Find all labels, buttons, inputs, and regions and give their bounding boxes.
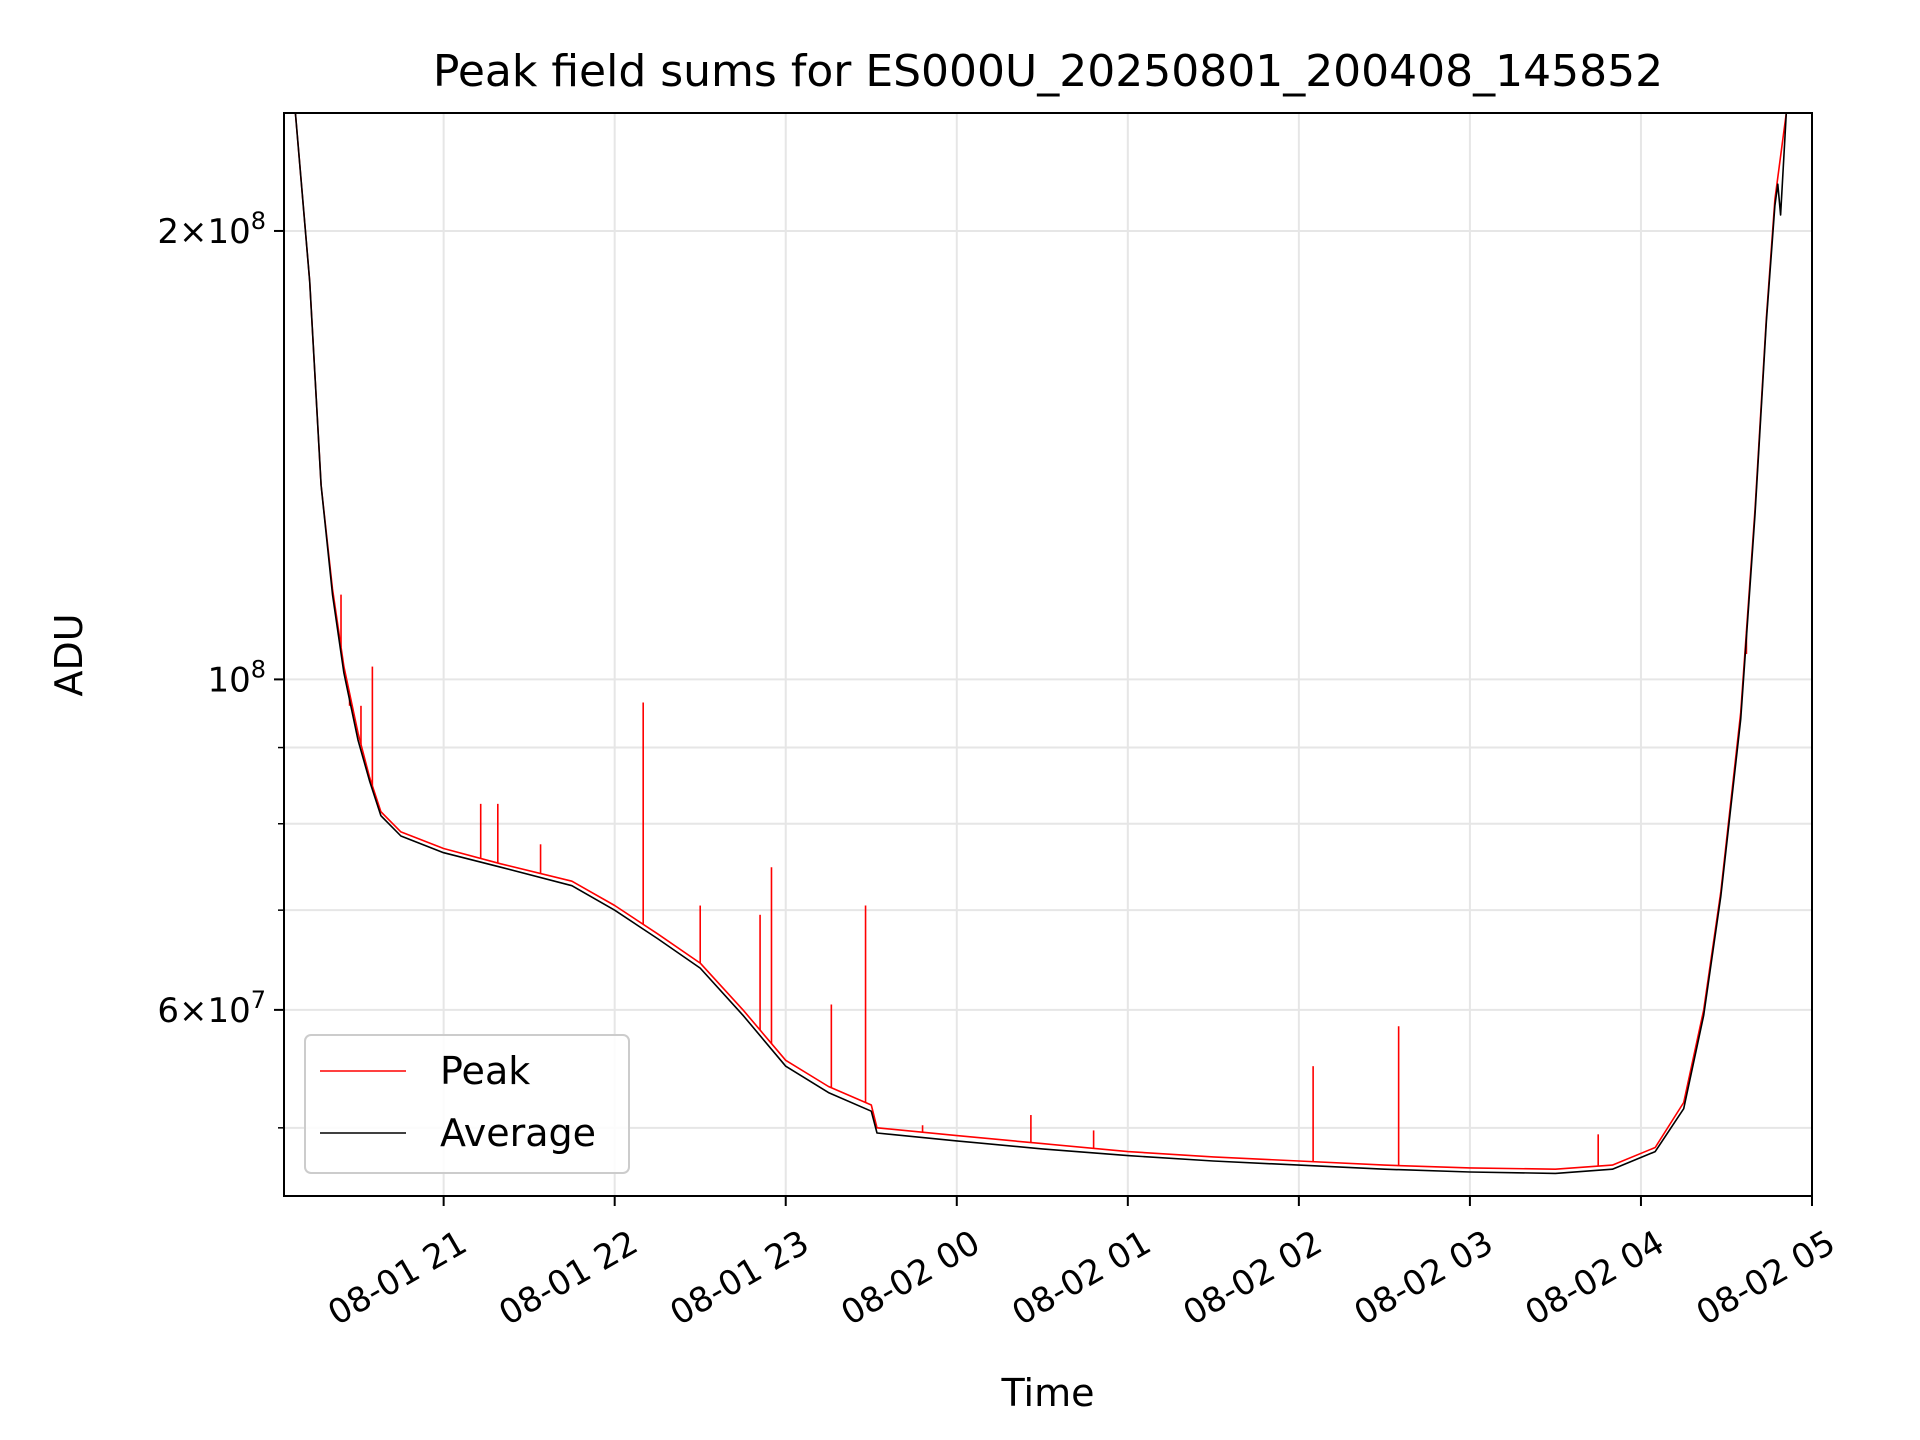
legend-label-average: Average [440,1111,596,1155]
legend-box [304,1034,630,1174]
legend: Peak Average [304,1034,630,1174]
x-tick-label: 08-01 22 [492,1223,644,1334]
y-axis-label: ADU [47,613,91,696]
y-tick-label: 108 [207,655,266,700]
series-line-average [294,113,1788,1175]
x-tick-label: 08-02 05 [1690,1223,1842,1334]
x-axis-label: Time [1001,1371,1095,1415]
chart-title: Peak field sums for ES000U_20250801_2004… [433,46,1663,97]
series-layer [294,113,1788,1175]
legend-label-peak: Peak [440,1049,530,1093]
y-tick-label: 2×108 [157,207,266,252]
x-tick-label: 08-02 03 [1348,1223,1500,1334]
x-tick-label: 08-02 02 [1177,1223,1329,1334]
series-line-peak [294,113,1788,1170]
grid [284,113,1813,1196]
x-tick-label: 08-02 00 [834,1223,986,1334]
x-tick-label: 08-01 21 [321,1223,473,1334]
x-tick-label: 08-01 23 [663,1223,815,1334]
plot-frame [283,112,1813,1197]
x-tick-label: 08-02 01 [1006,1223,1158,1334]
y-tick-label: 6×107 [157,986,266,1031]
x-tick-label: 08-02 04 [1519,1223,1671,1334]
